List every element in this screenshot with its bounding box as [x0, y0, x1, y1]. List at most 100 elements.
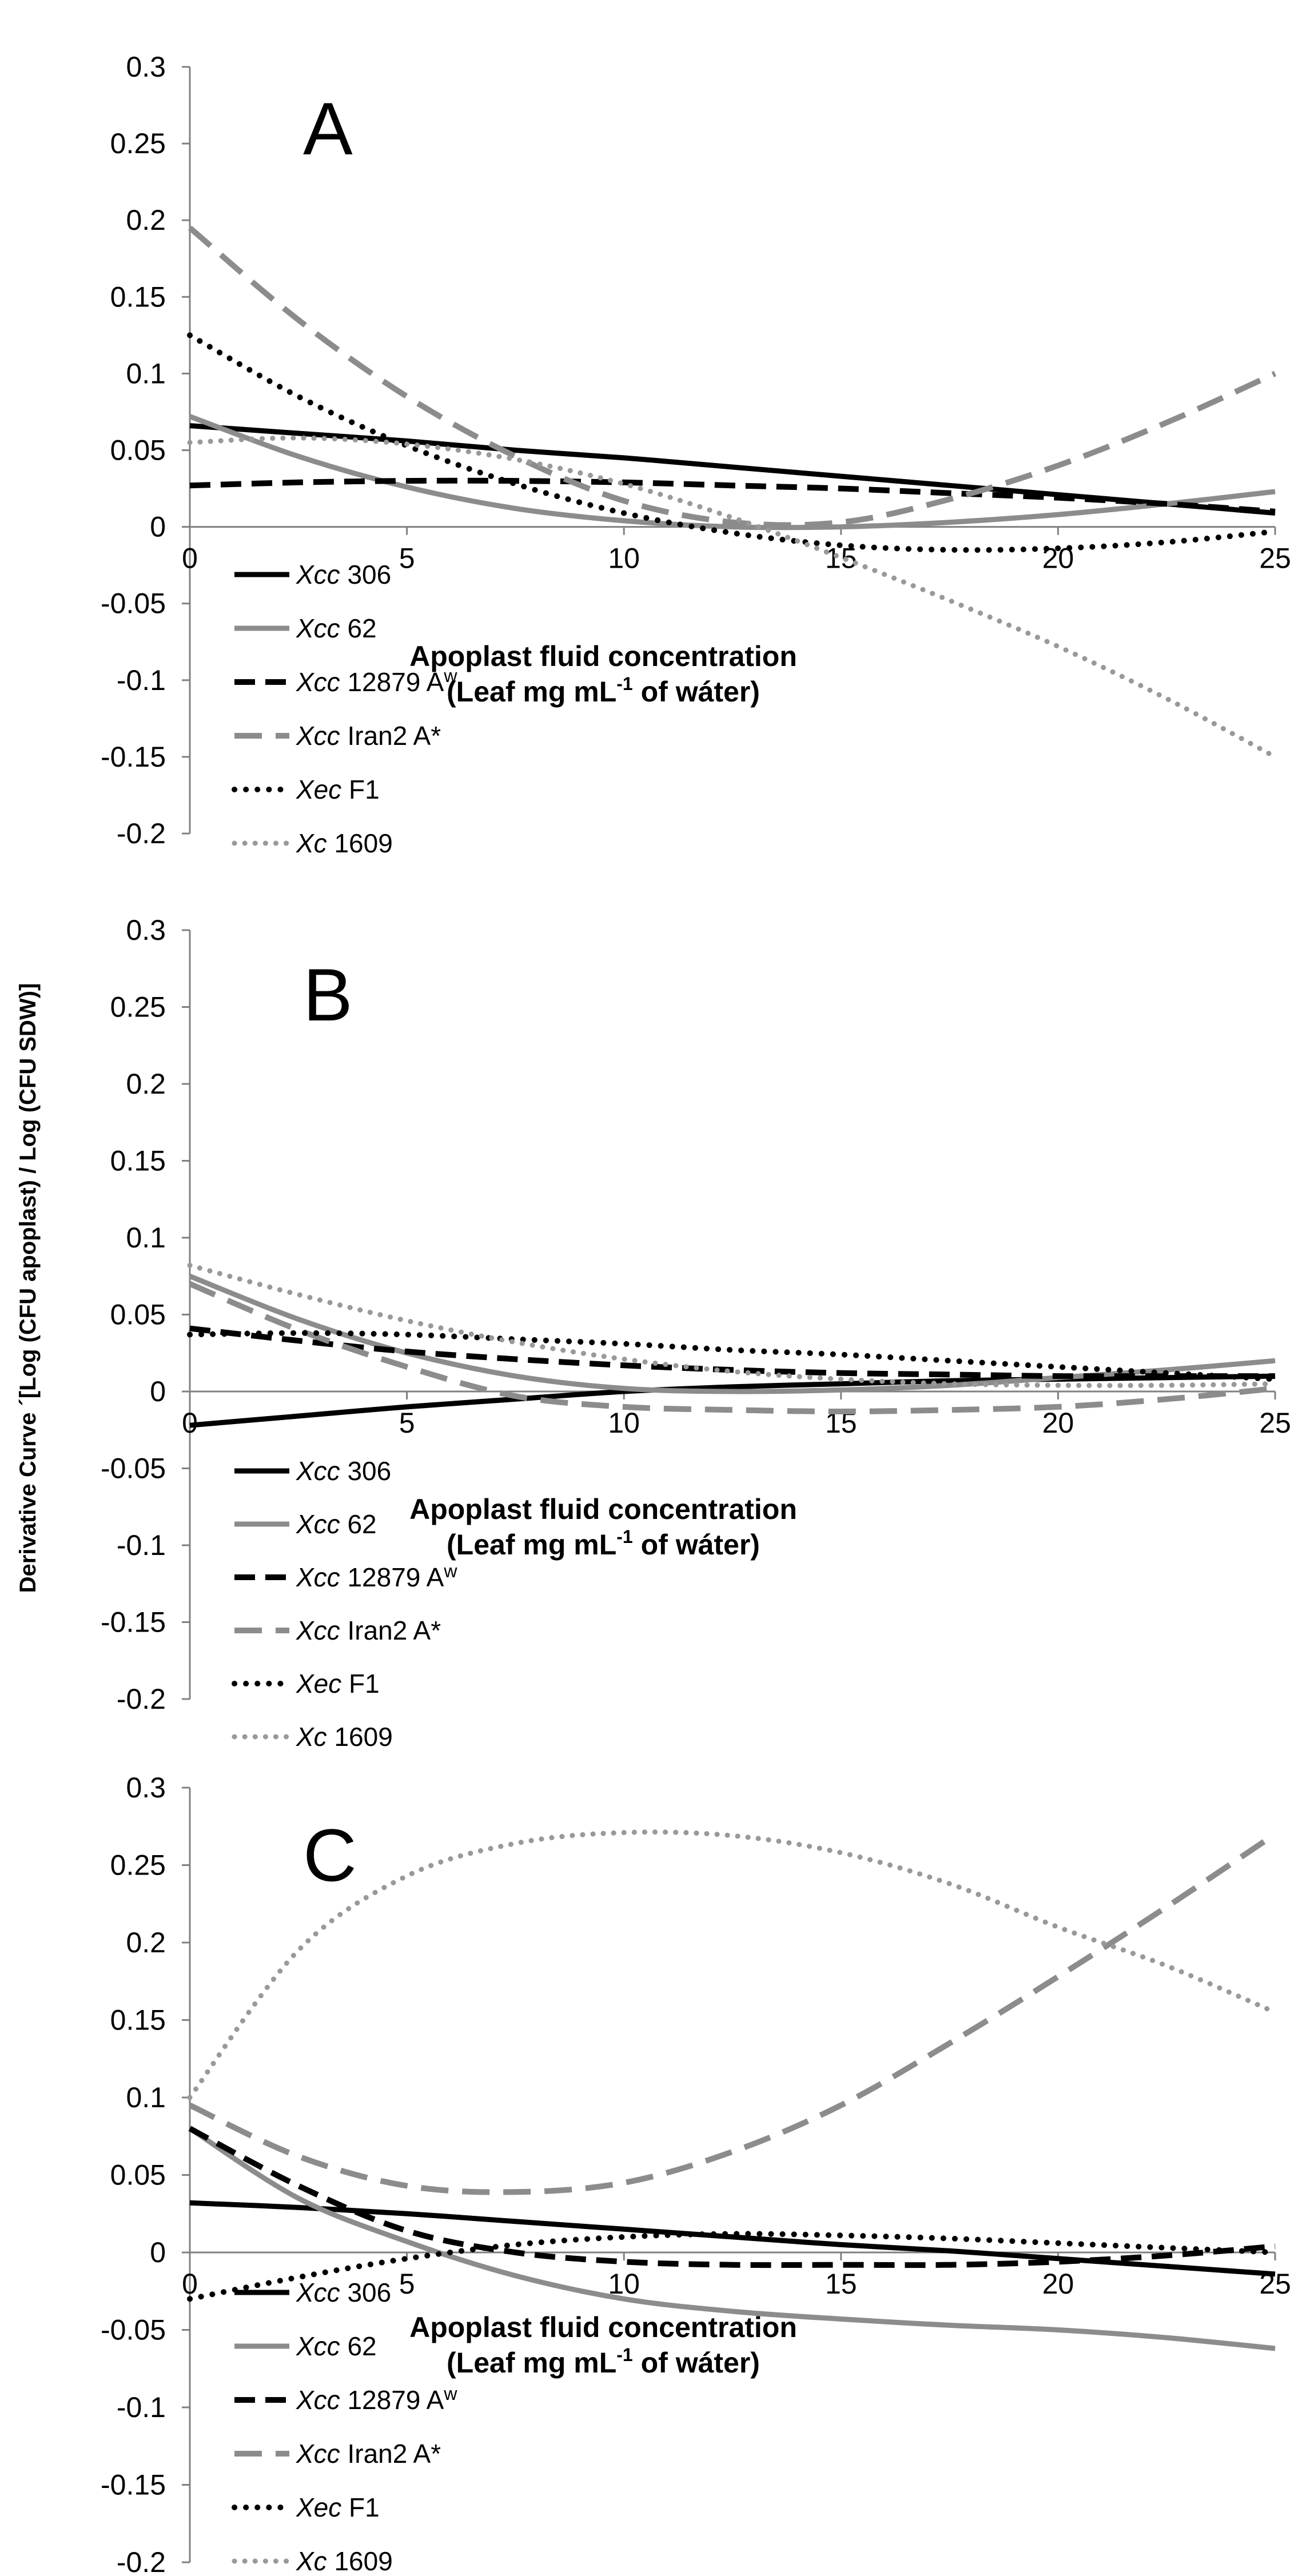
legend-item: Xcc 12879 Aw	[234, 665, 457, 697]
legend-label-species: Xc	[296, 828, 327, 858]
legend-item: Xcc Iran2 A*	[234, 2439, 441, 2469]
x-tick-label: 25	[1259, 543, 1291, 575]
y-tick-label: -0.1	[117, 2391, 166, 2423]
legend-label-species: Xc	[296, 1722, 327, 1752]
legend-label: Xcc Iran2 A*	[296, 721, 441, 751]
x-tick-label: 15	[825, 2268, 857, 2300]
legend-item: Xcc 12879 Aw	[234, 2383, 457, 2415]
x-axis-label-line2: (Leaf mg mL-1 of wáter)	[447, 2344, 760, 2379]
legend-label-species: Xcc	[296, 613, 340, 643]
legend-label-superscript: w	[443, 1561, 457, 1581]
series-line-xcc-12879-aw	[189, 1325, 1275, 1379]
x-tick-label: 0	[182, 543, 198, 575]
legend-label-species: Xcc	[296, 1562, 340, 1592]
y-tick-label: 0	[150, 2236, 166, 2268]
legend-label: Xcc Iran2 A*	[296, 2439, 441, 2469]
legend-item: Xc 1609	[232, 2546, 393, 2576]
legend-label-strain: 12879 A	[340, 667, 444, 697]
legend-item: Xcc 306	[234, 2278, 391, 2307]
y-tick-label: 0	[150, 511, 166, 543]
legend-label-strain: 62	[340, 613, 377, 643]
legend-label-species: Xcc	[296, 667, 340, 697]
y-tick-label: -0.1	[117, 664, 166, 696]
legend-label-strain: 12879 A	[340, 1562, 444, 1592]
legend-label-strain: 306	[340, 2278, 392, 2307]
series-line-xc-1609	[187, 1262, 1278, 1389]
legend-label-species: Xcc	[296, 2278, 340, 2307]
legend-label: Xc 1609	[296, 828, 393, 858]
legend-label-strain: Iran2 A*	[340, 721, 441, 751]
legend-label-strain: F1	[341, 1669, 379, 1698]
y-axis-label: Derivative Curve ´[Log (CFU apoplast) / …	[15, 983, 41, 1593]
legend-label-species: Xcc	[296, 1456, 340, 1486]
y-tick-label: 0.3	[126, 1772, 166, 1804]
legend-label: Xcc 12879 Aw	[296, 2383, 457, 2415]
legend-label-strain: 1609	[327, 828, 393, 858]
y-tick-label: -0.15	[101, 1606, 166, 1638]
legend-label: Xcc 62	[296, 613, 377, 643]
x-tick-label: 25	[1259, 1407, 1291, 1439]
y-tick-label: -0.05	[101, 1453, 166, 1485]
legend-label: Xcc Iran2 A*	[296, 1616, 441, 1645]
series-line-xcc-iran2-a	[189, 1281, 1276, 1415]
legend-label: Xec F1	[296, 775, 380, 804]
legend-label-species: Xcc	[296, 2439, 340, 2469]
y-tick-label: 0.2	[126, 204, 166, 236]
x-tick-label: 10	[608, 543, 640, 575]
y-tick-label: 0.1	[126, 2081, 166, 2114]
legend-label-strain: 12879 A	[340, 2385, 444, 2415]
y-tick-label: 0.05	[110, 2159, 166, 2191]
panel-label: C	[303, 1813, 357, 1897]
panel-b: -0.2 -0.15 -0.1 -0.05 0 0.05 0.1 0.15 0.2 0.25 0.3…	[101, 914, 1291, 1752]
legend-item: Xcc 62	[234, 2331, 377, 2361]
y-tick-label: 0.1	[126, 1222, 166, 1254]
legend-label-strain: 1609	[327, 2546, 393, 2576]
x-tick-label: 10	[608, 1407, 640, 1439]
x-tick-label: 20	[1042, 1407, 1074, 1439]
legend-label-strain: Iran2 A*	[340, 2439, 441, 2469]
x-axis-label-line2-end: of wáter)	[633, 676, 760, 708]
legend-label-species: Xcc	[296, 2331, 340, 2361]
series-line-xcc-306	[189, 1373, 1276, 1428]
legend-label-superscript: w	[443, 2383, 457, 2404]
y-tick-label: -0.2	[117, 2546, 166, 2576]
legend-label-strain: 306	[340, 560, 392, 589]
y-tick-label: -0.05	[101, 2314, 166, 2346]
y-tick-label: 0.25	[110, 127, 166, 159]
y-tick-label: 0.05	[110, 434, 166, 466]
y-tick-label: 0.1	[126, 357, 166, 389]
x-axis-label-line2-start: (Leaf mg mL	[447, 676, 616, 708]
legend-label-species: Xc	[296, 2546, 327, 2576]
legend-label-species: Xcc	[296, 2385, 340, 2415]
legend-label-strain: 1609	[327, 1722, 393, 1752]
legend-label-strain: F1	[341, 2493, 379, 2522]
y-tick-label: -0.05	[101, 588, 166, 620]
legend-label: Xcc 62	[296, 1509, 377, 1539]
panel-c: -0.2 -0.15 -0.1 -0.05 0 0.05 0.1 0.15 0.2 0.25 0.3…	[101, 1772, 1291, 2576]
y-tick-label: -0.2	[117, 818, 166, 850]
y-tick-label: 0.3	[126, 51, 166, 83]
x-axis-label-line2-superscript: -1	[616, 2344, 632, 2365]
series-line-xcc-12879-aw	[189, 477, 1276, 515]
y-tick-label: 0.05	[110, 1299, 166, 1331]
y-tick-label: 0.2	[126, 1927, 166, 1959]
x-axis-label-line2: (Leaf mg mL-1 of wáter)	[447, 1526, 760, 1561]
legend-item: Xcc 62	[234, 1509, 377, 1539]
x-axis-label-line2-end: of wáter)	[633, 2347, 760, 2379]
legend-item: Xcc 306	[234, 1456, 391, 1486]
y-tick-label: 0.15	[110, 281, 166, 313]
legend-label-strain: 306	[340, 1456, 392, 1486]
x-axis-label-line1: Apoplast fluid concentration	[409, 2311, 797, 2343]
y-tick-label: 0.15	[110, 1145, 166, 1177]
x-axis-label-line2-start: (Leaf mg mL	[447, 1529, 616, 1561]
x-tick-label: 5	[399, 543, 415, 575]
legend-label: Xcc 62	[296, 2331, 377, 2361]
x-axis-label-line2-superscript: -1	[616, 673, 632, 694]
panel-a: -0.2 -0.15 -0.1 -0.05 0 0.05 0.1 0.15 0.2 0.25 0.3…	[101, 51, 1291, 858]
legend-item: Xcc 62	[234, 613, 377, 643]
legend-label-strain: Iran2 A*	[340, 1616, 441, 1645]
legend-item: Xcc 12879 Aw	[234, 1561, 457, 1592]
legend-label-strain: F1	[341, 775, 379, 804]
